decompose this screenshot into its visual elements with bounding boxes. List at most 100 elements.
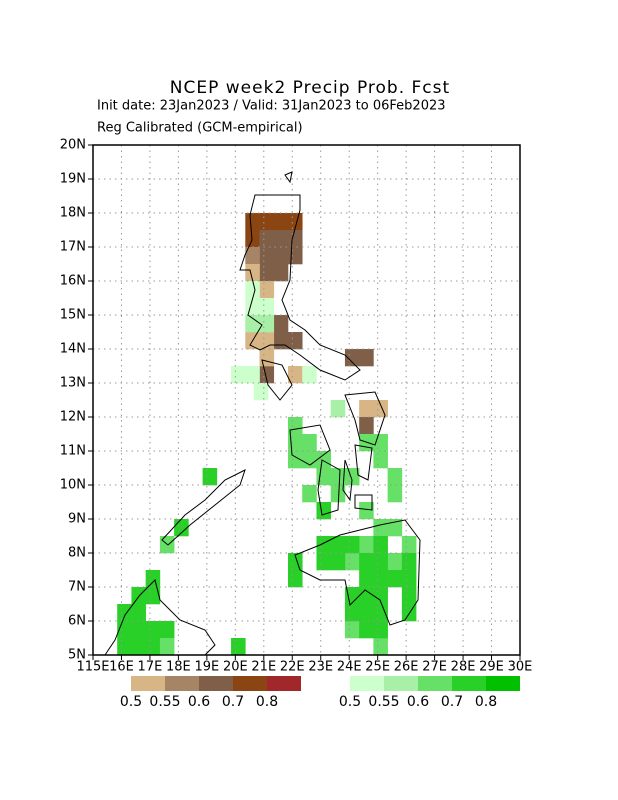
coastline [294, 519, 421, 626]
legend-swatch [199, 676, 233, 691]
legend-swatch [452, 676, 486, 691]
legend-swatch [267, 676, 301, 691]
legend-label: 0.6 [188, 694, 210, 710]
plot-frame [92, 144, 521, 656]
chart-title: NCEP week2 Precip Prob. Fcst [170, 78, 450, 98]
prob-cell [330, 536, 346, 554]
coastline [284, 171, 293, 184]
prob-cell [245, 247, 260, 265]
prob-cell [259, 349, 275, 367]
x-tick-label: 115E [76, 660, 109, 675]
prob-cell [359, 587, 374, 605]
prob-cell [302, 451, 317, 469]
prob-cell [287, 570, 303, 588]
x-tick-label: 27E [422, 660, 447, 675]
prob-cell [202, 468, 218, 486]
coastline [354, 444, 373, 481]
coastline [344, 391, 386, 446]
y-tick-label: 12N [60, 410, 86, 425]
prob-cell [302, 434, 317, 452]
prob-cell [359, 621, 374, 639]
x-tick-label: 25E [365, 660, 390, 675]
legend-label: 0.55 [149, 694, 180, 710]
prob-cell [273, 230, 289, 248]
prob-cell [344, 349, 360, 367]
prob-cell [330, 400, 346, 418]
prob-cell [287, 213, 303, 231]
x-tick-label: 20E [223, 660, 248, 675]
prob-cell [117, 604, 132, 622]
prob-cell [387, 468, 403, 486]
prob-cell [344, 536, 360, 554]
legend-label: 0.7 [441, 694, 463, 710]
prob-cell [259, 298, 275, 316]
prob-cell [273, 315, 289, 333]
prob-cell [401, 553, 417, 571]
prob-cell [316, 553, 331, 571]
prob-cell [359, 553, 374, 571]
y-tick-label: 9N [68, 512, 86, 527]
prob-cell [359, 536, 374, 554]
prob-cell [330, 468, 346, 486]
prob-cell [245, 213, 260, 231]
prob-cell [344, 553, 360, 571]
x-tick-label: 23E [308, 660, 333, 675]
prob-cell [287, 332, 303, 350]
y-tick-label: 17N [60, 240, 86, 255]
y-tick-label: 10N [60, 478, 86, 493]
prob-cell [287, 366, 303, 384]
y-tick-label: 20N [60, 138, 86, 153]
prob-cell [387, 485, 403, 503]
prob-cell [373, 587, 388, 605]
prob-cell [373, 604, 388, 622]
prob-cell [359, 417, 374, 435]
chart-subtitle: Init date: 23Jan2023 / Valid: 31Jan2023 … [97, 99, 446, 114]
prob-cell [316, 451, 331, 469]
legend-label: 0.7 [222, 694, 244, 710]
y-tick-label: 11N [60, 444, 86, 459]
prob-cell [373, 519, 388, 537]
prob-cell [344, 621, 360, 639]
prob-cell [401, 536, 417, 554]
y-tick-label: 8N [68, 546, 86, 561]
x-tick-label: 28E [451, 660, 476, 675]
prob-cell [259, 315, 275, 333]
chart-subtitle: Reg Calibrated (GCM-empirical) [97, 121, 303, 136]
y-tick-label: 15N [60, 308, 86, 323]
prob-cell [316, 536, 331, 554]
prob-cell [373, 536, 388, 554]
prob-cell [273, 264, 289, 282]
prob-cell [273, 213, 289, 231]
prob-cell [145, 638, 161, 656]
prob-cell [373, 400, 388, 418]
prob-cell [145, 621, 161, 639]
legend-label: 0.5 [339, 694, 361, 710]
prob-cell [359, 349, 374, 367]
prob-cell [373, 553, 388, 571]
prob-cell [387, 553, 403, 571]
prob-cell [245, 298, 260, 316]
legend-label: 0.55 [368, 694, 399, 710]
x-tick-label: 24E [337, 660, 362, 675]
y-tick-label: 18N [60, 206, 86, 221]
prob-cell [273, 247, 289, 265]
prob-cell [373, 621, 388, 639]
x-tick-label: 29E [479, 660, 504, 675]
legend: 0.5 0.55 0.6 0.7 0.8 0.5 0.55 0.6 0.7 0.8 [120, 676, 520, 710]
prob-cell [316, 502, 331, 520]
coastline [289, 424, 331, 466]
coastline [342, 459, 353, 502]
prob-cell [259, 366, 275, 384]
prob-cell [287, 247, 303, 265]
prob-cell [159, 621, 175, 639]
prob-cell [302, 366, 317, 384]
legend-label: 0.8 [256, 694, 278, 710]
prob-cell [245, 366, 260, 384]
legend-label: 0.6 [407, 694, 429, 710]
prob-cell [359, 570, 374, 588]
y-tick-label: 13N [60, 376, 86, 391]
coastline [104, 171, 421, 656]
grid-layer [93, 145, 520, 655]
coastline [354, 494, 373, 511]
